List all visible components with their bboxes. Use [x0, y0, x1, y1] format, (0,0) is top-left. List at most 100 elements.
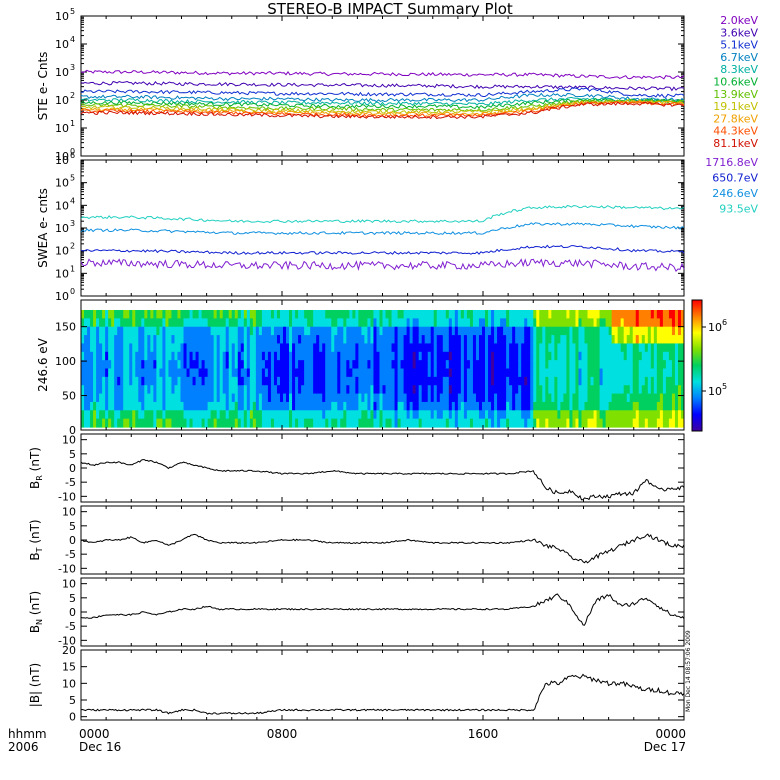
heatmap-cell: [397, 326, 402, 336]
y-tick-label: 10: [55, 267, 69, 280]
heatmap-cell: [644, 410, 649, 420]
heatmap-cell: [418, 401, 423, 411]
heatmap-cell: [638, 418, 643, 428]
heatmap-cell: [466, 343, 471, 353]
heatmap-cell: [349, 418, 353, 428]
heatmap-cell: [415, 376, 420, 386]
heatmap-cell: [509, 376, 513, 386]
heatmap-cell: [141, 418, 145, 428]
heatmap-cell: [647, 393, 652, 403]
heatmap-cell: [584, 343, 589, 353]
heatmap-cell: [108, 335, 112, 345]
heatmap-cell: [436, 393, 441, 403]
heatmap-cell: [292, 310, 296, 319]
heatmap-cell: [451, 360, 456, 370]
heatmap-cell: [602, 401, 607, 411]
heatmap-cell: [442, 401, 447, 411]
heatmap-cell: [367, 310, 372, 319]
heatmap-cell: [403, 326, 408, 336]
heatmap-cell: [289, 343, 293, 353]
heatmap-cell: [472, 418, 477, 428]
heatmap-cell: [81, 410, 85, 420]
heatmap-cell: [186, 376, 191, 386]
heatmap-cell: [249, 351, 254, 361]
heatmap-cell: [391, 418, 396, 428]
heatmap-cell: [545, 335, 549, 345]
heatmap-cell: [301, 318, 305, 328]
heatmap-cell: [644, 310, 649, 319]
heatmap-cell: [87, 360, 91, 370]
heatmap-cell: [96, 368, 100, 378]
heatmap-cell: [252, 326, 257, 336]
heatmap-cell: [530, 385, 534, 395]
heatmap-cell: [213, 385, 218, 395]
heatmap-cell: [536, 310, 540, 319]
heatmap-cell: [153, 385, 157, 395]
heatmap-cell: [304, 351, 308, 361]
heatmap-cell: [264, 401, 269, 411]
heatmap-cell: [373, 385, 378, 395]
heatmap-cell: [132, 410, 136, 420]
heatmap-cell: [153, 360, 157, 370]
heatmap-cell: [430, 376, 435, 386]
heatmap-cell: [638, 335, 643, 345]
heatmap-cell: [210, 410, 215, 420]
heatmap-cell: [472, 410, 477, 420]
heatmap-cell: [337, 368, 341, 378]
heatmap-cell: [201, 351, 206, 361]
heatmap-cell: [427, 401, 432, 411]
heatmap-cell: [527, 368, 531, 378]
heatmap-cell: [668, 410, 673, 420]
heatmap-cell: [117, 410, 121, 420]
heatmap-cell: [427, 393, 432, 403]
heatmap-cell: [286, 410, 290, 420]
heatmap-cell: [240, 326, 245, 336]
heatmap-cell: [563, 318, 568, 328]
heatmap-cell: [162, 310, 167, 319]
heatmap-cell: [488, 335, 492, 345]
heatmap-cell: [662, 401, 667, 411]
heatmap-cell: [385, 326, 390, 336]
heatmap-cell: [406, 393, 411, 403]
heatmap-cell: [165, 310, 170, 319]
heatmap-cell: [557, 368, 561, 378]
y-axis-label: BT (nT): [28, 519, 44, 560]
heatmap-cell: [195, 385, 200, 395]
heatmap-cell: [373, 326, 378, 336]
heatmap-cell: [159, 318, 164, 328]
heatmap-cell: [153, 401, 157, 411]
heatmap-cell: [207, 351, 212, 361]
heatmap-cell: [424, 368, 429, 378]
heatmap-cell: [292, 393, 296, 403]
heatmap-cell: [138, 368, 142, 378]
heatmap-cell: [87, 401, 91, 411]
heatmap-cell: [289, 335, 293, 345]
heatmap-cell: [394, 385, 399, 395]
heatmap-cell: [412, 310, 417, 319]
heatmap-cell: [554, 360, 558, 370]
heatmap-cell: [270, 310, 275, 319]
heatmap-cell: [524, 418, 528, 428]
heatmap-cell: [409, 335, 414, 345]
heatmap-cell: [195, 351, 200, 361]
heatmap-cell: [668, 310, 673, 319]
heatmap-cell: [475, 335, 480, 345]
heatmap-cell: [418, 343, 423, 353]
heatmap-cell: [491, 360, 495, 370]
heatmap-cell: [264, 335, 269, 345]
heatmap-cell: [102, 410, 106, 420]
heatmap-cell: [527, 360, 531, 370]
heatmap-cell: [243, 310, 248, 319]
heatmap-cell: [590, 401, 595, 411]
heatmap-cell: [126, 310, 130, 319]
heatmap-cell: [289, 385, 293, 395]
heatmap-cell: [662, 418, 667, 428]
heatmap-cell: [325, 401, 329, 411]
y-tick-exponent: 6: [70, 151, 75, 160]
heatmap-cell: [340, 418, 344, 428]
series-line: [80, 69, 685, 80]
heatmap-cell: [90, 343, 94, 353]
heatmap-cell: [488, 393, 492, 403]
heatmap-cell: [216, 351, 221, 361]
heatmap-cell: [632, 310, 637, 319]
